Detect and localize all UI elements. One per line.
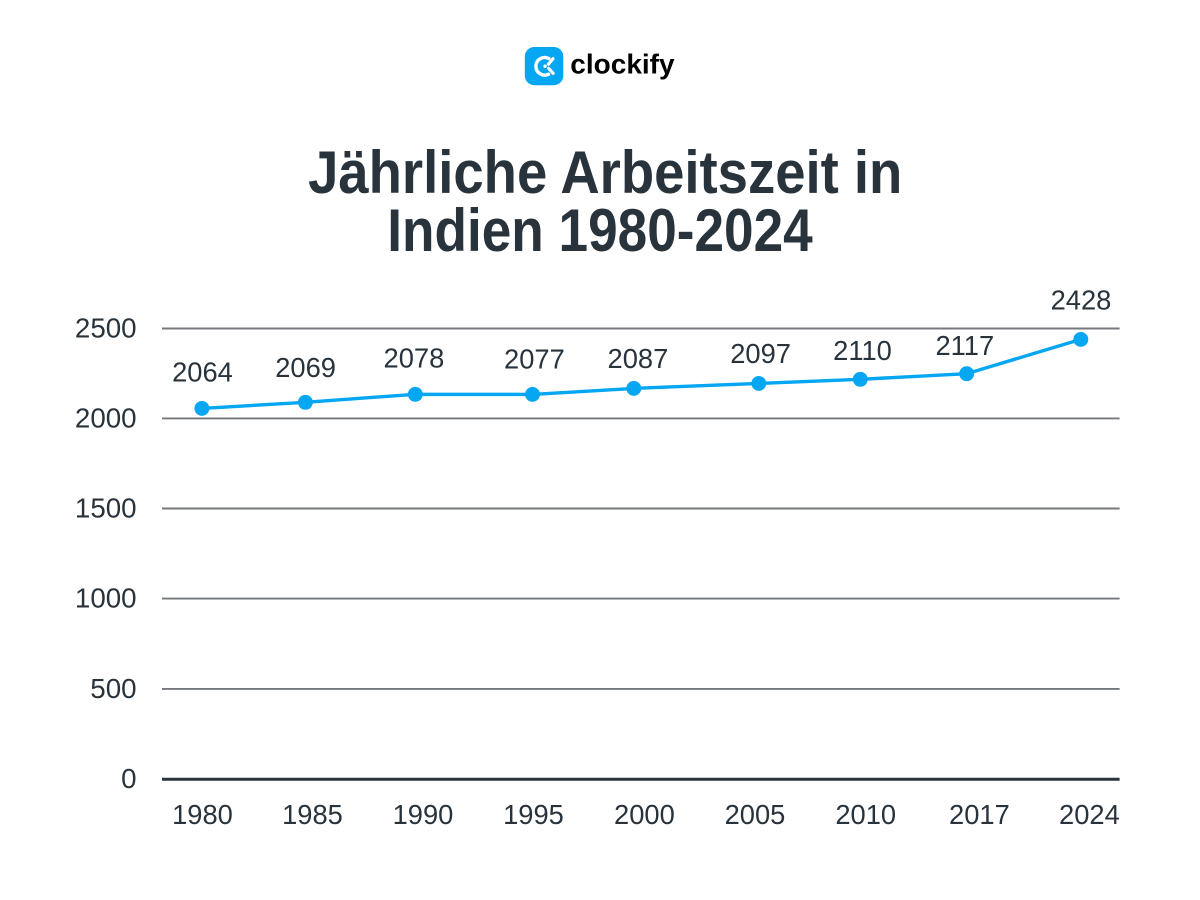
svg-text:Indien 1980-2024: Indien 1980-2024 [387,196,813,264]
svg-text:2000: 2000 [75,402,137,433]
svg-text:2005: 2005 [725,799,786,830]
svg-text:2077: 2077 [504,343,565,374]
svg-text:2428: 2428 [1051,284,1112,315]
svg-text:500: 500 [90,673,136,704]
svg-text:clockify: clockify [570,49,675,80]
svg-text:2024: 2024 [1059,799,1120,830]
svg-text:2097: 2097 [730,338,791,369]
svg-text:2117: 2117 [935,330,994,361]
svg-text:0: 0 [121,763,136,794]
svg-text:2064: 2064 [172,357,233,388]
svg-text:1985: 1985 [282,799,343,830]
svg-text:1500: 1500 [75,493,137,524]
svg-text:2000: 2000 [614,799,675,830]
svg-text:Jährliche Arbeitszeit in: Jährliche Arbeitszeit in [308,138,902,206]
svg-text:1000: 1000 [75,583,137,614]
svg-text:1980: 1980 [172,799,233,830]
svg-text:2087: 2087 [608,343,669,374]
svg-text:1995: 1995 [503,799,564,830]
svg-text:2017: 2017 [949,799,1010,830]
svg-text:2110: 2110 [833,335,892,366]
svg-text:2010: 2010 [835,799,896,830]
svg-text:2069: 2069 [275,352,336,383]
svg-text:2078: 2078 [384,343,445,374]
svg-text:2500: 2500 [75,313,137,344]
svg-text:1990: 1990 [393,799,454,830]
